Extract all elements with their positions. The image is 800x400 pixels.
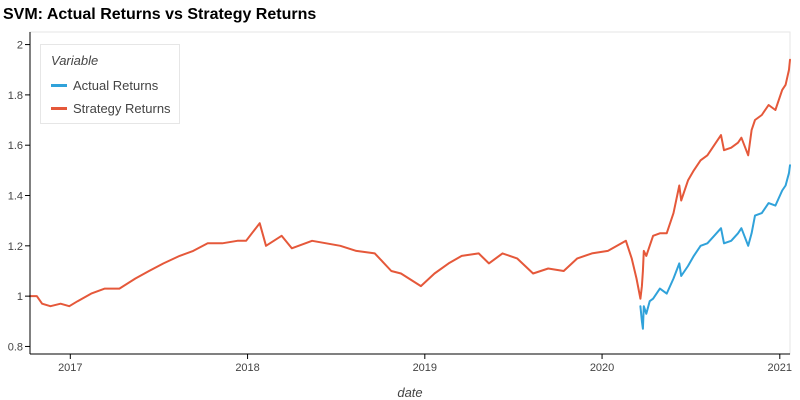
legend-swatch-strategy-returns <box>51 106 67 110</box>
y-tick-label: 1.8 <box>8 90 23 102</box>
x-tick-label: 2019 <box>413 362 437 374</box>
x-axis-label: date <box>397 385 422 400</box>
legend-label-strategy-returns: Strategy Returns <box>73 100 171 116</box>
series-line-strategy-returns <box>29 58 791 308</box>
legend-swatch-actual-returns <box>51 83 67 87</box>
y-tick-label: 1.2 <box>8 241 23 253</box>
y-tick-label: 2 <box>17 40 23 52</box>
y-tick-label: 1.6 <box>8 140 23 152</box>
y-tick-label: 1.4 <box>8 191 23 203</box>
x-tick-label: 2017 <box>58 362 82 374</box>
chart-title: SVM: Actual Returns vs Strategy Returns <box>3 6 317 23</box>
legend-item-strategy-returns[interactable]: Strategy Returns <box>51 100 171 116</box>
x-tick-label: 2018 <box>235 362 259 374</box>
y-tick-label: 1 <box>17 291 23 303</box>
x-tick-label: 2020 <box>590 362 614 374</box>
legend: Variable Actual Returns Strategy Returns <box>40 44 180 124</box>
y-tick-label: 0.8 <box>8 341 23 353</box>
legend-label-actual-returns: Actual Returns <box>73 77 159 93</box>
series-line-actual-returns <box>639 164 791 330</box>
legend-item-actual-returns[interactable]: Actual Returns <box>51 77 158 93</box>
legend-title: Variable <box>51 53 99 68</box>
x-tick-label: 2021 <box>768 362 792 374</box>
